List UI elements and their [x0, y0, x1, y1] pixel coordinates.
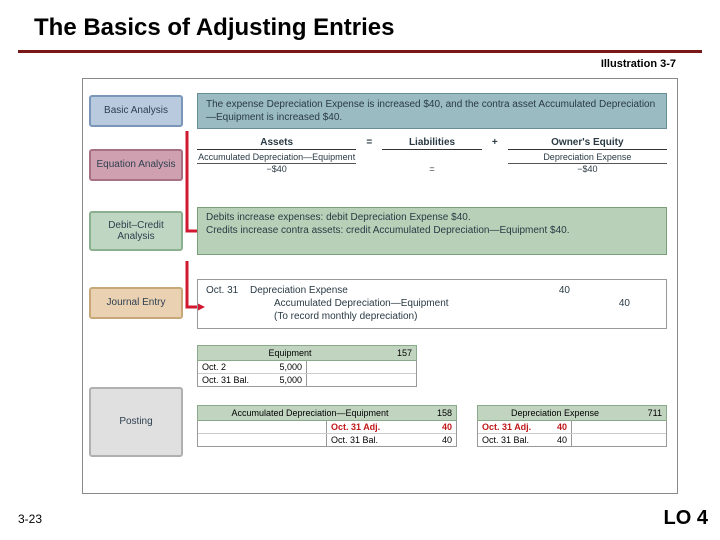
- panel-journal-entry: Oct. 31 Depreciation Expense 40 Accumula…: [197, 279, 667, 329]
- tab-journal-entry: Journal Entry: [89, 287, 183, 319]
- eq-symbol-plus: +: [482, 137, 508, 150]
- panel-equation-analysis: Assets = Liabilities + Owner's Equity Ac…: [197, 137, 667, 193]
- je-date: Oct. 31: [206, 284, 250, 297]
- eq-oe-account: Depreciation Expense: [508, 152, 667, 164]
- equip-r2-amt: 5,000: [279, 375, 302, 385]
- accdep-number: 158: [418, 408, 452, 418]
- depexp-r1-date: Oct. 31: [482, 422, 512, 432]
- depexp-title: Depreciation Expense: [482, 408, 628, 418]
- eq-header-liabilities: Liabilities: [382, 137, 482, 150]
- eq-asset-account: Accumulated Depreciation—Equipment: [197, 152, 356, 164]
- dc-line-1: Debits increase expenses: debit Deprecia…: [206, 212, 658, 225]
- je-line1-debit: 40: [510, 284, 570, 297]
- accdep-r2-lbl: Bal.: [363, 435, 379, 445]
- tab-posting: Posting: [89, 387, 183, 457]
- depexp-r2-lbl: Bal.: [514, 435, 530, 445]
- eq-header-assets: Assets: [197, 137, 356, 150]
- t-account-equipment: Equipment 157 Oct. 2 5,000 Oct. 31 Bal. 5,…: [197, 345, 417, 387]
- tab-equation-analysis: Equation Analysis: [89, 149, 183, 181]
- eq-header-owners-equity: Owner's Equity: [508, 137, 667, 150]
- t-account-dep-expense: Depreciation Expense 711 Oct. 31 Adj.40 …: [477, 405, 667, 447]
- tab-debit-credit-analysis: Debit–Credit Analysis: [89, 211, 183, 251]
- dc-line-2: Credits increase contra assets: credit A…: [206, 225, 658, 238]
- page-title: The Basics of Adjusting Entries: [0, 0, 720, 50]
- je-line1-account: Depreciation Expense: [250, 284, 510, 297]
- panel-basic-analysis: The expense Depreciation Expense is incr…: [197, 93, 667, 129]
- t-account-accum-dep: Accumulated Depreciation—Equipment 158 O…: [197, 405, 457, 447]
- accdep-title: Accumulated Depreciation—Equipment: [202, 408, 418, 418]
- equip-r2-lbl: Bal.: [234, 375, 250, 385]
- je-memo: (To record monthly depreciation): [250, 310, 510, 323]
- learning-objective: LO 4: [664, 507, 708, 530]
- eq-asset-value: −$40: [197, 164, 356, 174]
- equipment-number: 157: [378, 348, 412, 358]
- je-line2-credit: 40: [570, 297, 630, 310]
- eq-oe-value: −$40: [508, 164, 667, 174]
- posting-area: Equipment 157 Oct. 2 5,000 Oct. 31 Bal. 5,…: [197, 345, 667, 483]
- illustration-figure: Basic Analysis Equation Analysis Debit–C…: [82, 78, 678, 494]
- accdep-r1-lbl: Adj.: [363, 422, 380, 432]
- depexp-r2-amt: 40: [557, 435, 567, 445]
- tab-basic-analysis: Basic Analysis: [89, 95, 183, 127]
- panel-debit-credit-analysis: Debits increase expenses: debit Deprecia…: [197, 207, 667, 255]
- equip-r2-date: Oct. 31: [202, 375, 231, 385]
- title-rule: [18, 50, 702, 53]
- accdep-r1-amt: 40: [442, 422, 452, 432]
- eq-mid-equals: =: [382, 164, 482, 174]
- depexp-r2-date: Oct. 31: [482, 435, 511, 445]
- depexp-number: 711: [628, 408, 662, 418]
- accdep-r2-amt: 40: [442, 435, 452, 445]
- accdep-r1-date: Oct. 31: [331, 422, 361, 432]
- equip-r1-amt: 5,000: [279, 362, 302, 372]
- eq-symbol-equals: =: [356, 137, 382, 150]
- slide-number: 3-23: [18, 512, 42, 526]
- equipment-title: Equipment: [202, 348, 378, 358]
- illustration-label: Illustration 3-7: [601, 58, 676, 70]
- je-line2-account: Accumulated Depreciation—Equipment: [250, 297, 510, 310]
- depexp-r1-lbl: Adj.: [514, 422, 531, 432]
- depexp-r1-amt: 40: [557, 422, 567, 432]
- accdep-r2-date: Oct. 31: [331, 435, 360, 445]
- basic-analysis-text: The expense Depreciation Expense is incr…: [206, 99, 655, 123]
- equip-r1-date: Oct. 2: [202, 362, 226, 372]
